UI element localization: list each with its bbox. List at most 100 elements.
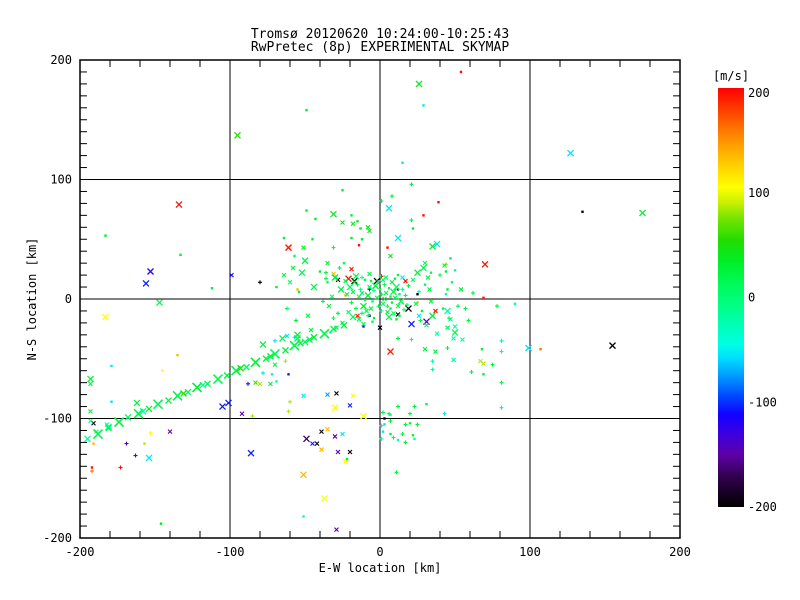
scatter-point (409, 182, 414, 187)
scatter-point (368, 306, 374, 311)
scatter-point (346, 309, 351, 315)
scatter-point (253, 380, 258, 386)
scatter-point (337, 285, 345, 293)
scatter-point (336, 311, 340, 316)
scatter-point (335, 449, 341, 455)
scatter-point (406, 283, 411, 288)
scatter-point (296, 288, 299, 291)
scatter-point (403, 422, 408, 427)
scatter-point (469, 369, 474, 374)
scatter-point (219, 403, 226, 411)
scatter-point (325, 426, 330, 432)
scatter-point (88, 408, 93, 414)
scatter-point (389, 295, 392, 298)
x-tick-label: 0 (376, 545, 383, 559)
scatter-point (326, 281, 329, 284)
scatter-point (88, 418, 93, 424)
scatter-point (165, 397, 172, 405)
scatter-point (246, 381, 250, 386)
scatter-point (395, 318, 398, 321)
scatter-point (330, 210, 337, 218)
scatter-point (90, 466, 94, 469)
scatter-point (389, 279, 395, 285)
scatter-point (381, 410, 385, 415)
scatter-point (422, 260, 428, 266)
scatter-point (374, 295, 380, 301)
scatter-point (290, 265, 296, 271)
scatter-point (413, 437, 416, 441)
scatter-point (413, 301, 419, 307)
scatter-point (319, 447, 324, 452)
scatter-point (346, 283, 354, 291)
scatter-point (418, 318, 423, 323)
scatter-point (321, 495, 328, 503)
scatter-point (383, 417, 386, 420)
scatter-point (425, 275, 431, 280)
scatter-point (434, 331, 440, 337)
scatter-point (382, 296, 387, 302)
scatter-point (302, 515, 305, 518)
scatter-point (321, 299, 325, 304)
scatter-point (409, 218, 414, 223)
scatter-point (385, 204, 393, 212)
y-tick-label: -100 (43, 412, 72, 426)
scatter-points (84, 70, 646, 533)
scatter-point (145, 405, 153, 413)
scatter-point (175, 201, 183, 209)
scatter-point (273, 338, 277, 343)
colorbar-tick-label: 100 (748, 186, 770, 200)
scatter-point (210, 287, 214, 290)
scatter-point (349, 300, 354, 305)
scatter-point (349, 313, 357, 321)
scatter-point (324, 270, 328, 275)
scatter-point (343, 278, 348, 284)
scatter-point (318, 270, 322, 273)
scatter-point (310, 441, 315, 446)
scatter-point (301, 393, 306, 399)
scatter-point (391, 310, 396, 316)
scatter-point (113, 417, 125, 428)
scatter-point (319, 328, 330, 339)
scatter-point (449, 257, 452, 260)
y-tick-label: 200 (50, 53, 72, 67)
scatter-point (433, 349, 438, 354)
scatter-point (456, 304, 460, 309)
scatter-point (340, 320, 345, 326)
scatter-point (247, 449, 255, 457)
x-tick-label: 100 (519, 545, 541, 559)
scatter-point (223, 372, 231, 379)
scatter-point (147, 268, 154, 275)
scatter-point (395, 303, 401, 309)
scatter-point (360, 412, 367, 420)
scatter-point (329, 331, 332, 334)
scatter-point (337, 265, 342, 270)
scatter-point (356, 316, 362, 322)
scatter-point (400, 287, 405, 292)
scatter-point (161, 369, 164, 372)
scatter-point (172, 390, 183, 401)
scatter-point (388, 418, 393, 423)
scatter-point (379, 436, 384, 441)
scatter-point (378, 275, 382, 278)
scatter-point (482, 373, 485, 376)
scatter-point (305, 313, 311, 319)
scatter-point (430, 367, 435, 372)
scatter-point (445, 325, 450, 331)
scatter-point (334, 527, 339, 533)
scatter-point (363, 298, 367, 302)
scatter-point (349, 266, 354, 272)
plot-title: Tromsø 20120620 10:24:00-10:25:43 (251, 27, 509, 42)
scatter-point (311, 238, 314, 241)
scatter-point (382, 282, 387, 287)
scatter-point (294, 331, 301, 339)
scatter-point (408, 422, 412, 425)
scatter-point (258, 280, 262, 285)
scatter-point (306, 336, 313, 344)
scatter-point (392, 295, 398, 301)
scatter-point (427, 287, 432, 292)
scatter-point (444, 293, 448, 296)
scatter-point (298, 269, 306, 277)
y-tick-label: -200 (43, 531, 72, 545)
scatter-point (398, 293, 401, 296)
scatter-point (331, 316, 336, 321)
